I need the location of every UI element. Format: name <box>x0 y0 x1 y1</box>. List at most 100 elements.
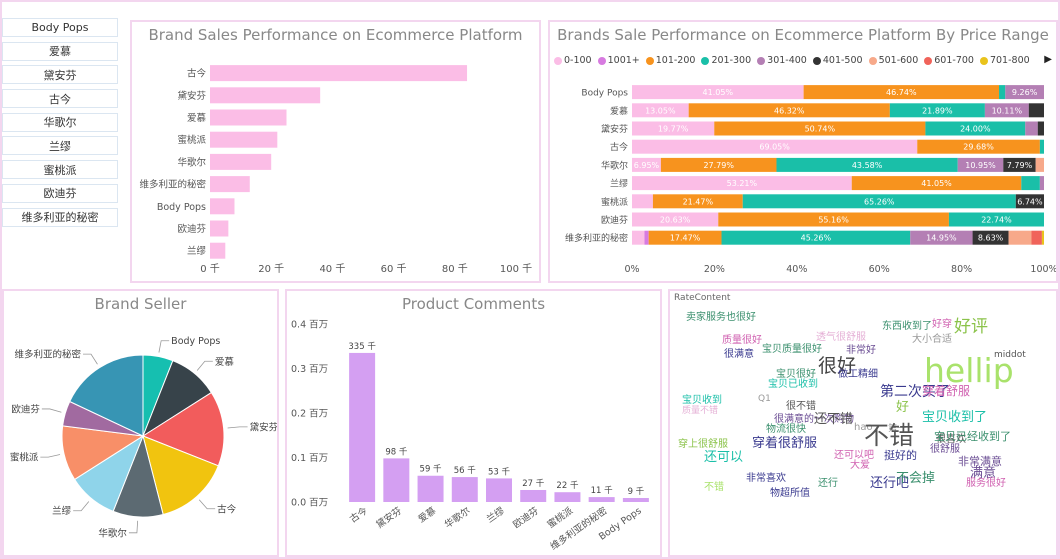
segment-label: 13.05% <box>645 106 676 115</box>
cloud-word: 不错 <box>704 482 724 493</box>
cloud-word: 服务很好 <box>966 478 1006 489</box>
data-label: 22 千 <box>556 480 579 491</box>
pie-label: 爱慕 <box>215 356 235 368</box>
category-label: 黛安芬 <box>374 504 405 530</box>
brand-slicer: Body Pops 爱慕 黛安芬 古今 华歌尔 兰缪 蜜桃派 欧迪芬 维多利亚的… <box>2 18 118 231</box>
bar <box>210 131 278 148</box>
legend-next-icon[interactable]: ▶ <box>1044 54 1052 65</box>
bar <box>554 492 581 502</box>
cloud-word: 好穿 <box>932 319 952 330</box>
segment-label: 41.05% <box>921 179 952 188</box>
cloud-word: 不错 <box>864 421 915 450</box>
stacked-segment <box>632 85 804 100</box>
stacked-segment <box>851 176 1022 191</box>
bar <box>210 198 235 215</box>
legend-dot <box>597 56 606 65</box>
cloud-word: 宝贝很好 <box>776 369 816 380</box>
legend-item[interactable]: 601-700 <box>924 55 974 66</box>
legend-label: 101-200 <box>655 55 696 66</box>
cloud-word: 宝贝收到了 <box>922 410 988 425</box>
stacked-segment <box>984 103 1029 118</box>
category-label: 维多利亚的秘密 <box>565 232 628 244</box>
legend-item[interactable]: 1001+ <box>597 55 640 66</box>
slicer-item[interactable]: 爱慕 <box>2 41 118 61</box>
bar <box>210 109 287 126</box>
cloud-word: 质量不错 <box>682 406 719 416</box>
data-label: 53 千 <box>488 466 511 477</box>
data-label: 98 千 <box>385 446 408 457</box>
legend-item[interactable]: 501-600 <box>868 55 918 66</box>
cloud-word: hao <box>854 422 873 433</box>
x-tick-label: 0 千 <box>200 263 220 275</box>
legend-item[interactable]: 701-800 <box>979 55 1030 66</box>
cloud-word: 宝贝已收到 <box>768 379 818 390</box>
slicer-item[interactable]: 黛安芬 <box>2 65 118 85</box>
legend-label: 401-500 <box>822 55 863 66</box>
x-tick-label: 40% <box>786 264 807 275</box>
legend-label: 601-700 <box>934 55 974 66</box>
category-label: 兰缪 <box>610 178 628 190</box>
category-label: 古今 <box>187 68 207 80</box>
price-range-legend: 0-100 1001+ 101-200 201-300 301-400 401-500 50… <box>554 55 1036 66</box>
stacked-segment <box>925 121 1026 136</box>
segment-label: 10.95% <box>965 161 996 170</box>
price-range-chart: 0% 20% 40% 60% 80% 100% Body Pops 41.05% 46.74% 9… <box>565 85 1056 275</box>
legend-item[interactable]: 201-300 <box>701 55 751 66</box>
cloud-word: 宝贝收到 <box>682 395 722 406</box>
slicer-item[interactable]: 维多利亚的秘密 <box>2 207 118 227</box>
slicer-item[interactable]: 欧迪芬 <box>2 183 118 203</box>
legend-dot <box>979 56 988 65</box>
legend-dot <box>868 56 877 65</box>
cloud-word: 非常好 <box>846 345 876 356</box>
x-tick-label: 100% <box>1030 264 1056 275</box>
y-tick-label: 0.3 百万 <box>291 364 328 375</box>
stacked-segment <box>652 194 743 209</box>
pie-leader-line <box>227 426 248 429</box>
brand-sales-title: Brand Sales Performance on Ecommerce Pla… <box>148 26 523 44</box>
cloud-word: 还行 <box>818 478 838 489</box>
slicer-item[interactable]: 古今 <box>2 89 118 109</box>
cloud-word: 还不错 <box>814 412 854 427</box>
slicer-item[interactable]: Body Pops <box>2 18 118 37</box>
product-comments-panel: Product Comments 0.0 百万 0.1 百万 0.2 百万 0.3 百… <box>285 289 662 557</box>
segment-label: 27.79% <box>703 161 734 170</box>
cloud-word: 东西收到了 <box>882 321 932 332</box>
x-tick-label: 0% <box>624 264 639 275</box>
category-label: 兰缪 <box>484 504 507 525</box>
cloud-word: 满意 <box>970 466 997 481</box>
cloud-word: 很好 <box>818 355 857 377</box>
legend-item[interactable]: 0-100 <box>554 55 592 66</box>
cloud-word: 很满意的一次购物 <box>774 414 854 425</box>
x-tick-label: 60 千 <box>381 263 407 275</box>
stacked-segment <box>632 103 689 118</box>
legend-label: 0-100 <box>564 55 592 66</box>
legend-item[interactable]: 401-500 <box>812 55 863 66</box>
legend-dot <box>645 56 654 65</box>
cloud-word: 还行吧 <box>870 476 910 491</box>
cloud-word: 挺好的 <box>884 449 917 462</box>
slicer-item[interactable]: 兰缪 <box>2 136 118 156</box>
legend-item[interactable]: 101-200 <box>645 55 696 66</box>
cloud-word: 好评 <box>954 317 988 337</box>
pie-label: 黛安芬 <box>250 421 277 433</box>
brand-seller-panel: Brand Seller Body Pops 爱慕 黛安芬 古今 华歌尔 兰缪 蜜桃派 欧迪芬… <box>2 289 279 557</box>
segment-label: 8.63% <box>978 234 1004 243</box>
segment-label: 6.74% <box>1017 197 1043 206</box>
slicer-item[interactable]: 蜜桃派 <box>2 160 118 180</box>
legend-item[interactable]: 301-400 <box>757 55 807 66</box>
slicer-item[interactable]: 华歌尔 <box>2 112 118 132</box>
cloud-word: 透气很舒服 <box>816 332 866 343</box>
cloud-word: 还可以 <box>704 450 744 465</box>
segment-label: 50.74% <box>805 125 836 134</box>
pie-leader-line <box>158 340 170 353</box>
data-label: 27 千 <box>522 478 545 489</box>
bar <box>520 489 547 502</box>
product-comments-chart: 0.0 百万 0.1 百万 0.2 百万 0.3 百万 0.4 百万 335 千古今 98 … <box>291 320 649 553</box>
bar <box>210 220 229 237</box>
category-label: 古今 <box>347 504 370 525</box>
segment-label: 6.95% <box>634 161 660 170</box>
stacked-segment <box>1005 85 1044 100</box>
stacked-segment <box>1039 176 1044 191</box>
